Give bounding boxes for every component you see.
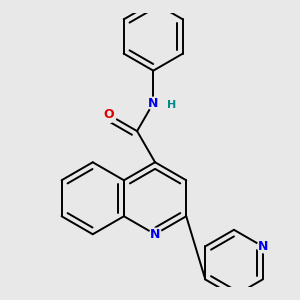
Text: N: N <box>257 240 268 253</box>
Text: H: H <box>167 100 176 110</box>
Text: O: O <box>104 108 114 122</box>
Text: N: N <box>150 228 160 241</box>
Text: N: N <box>148 97 158 110</box>
